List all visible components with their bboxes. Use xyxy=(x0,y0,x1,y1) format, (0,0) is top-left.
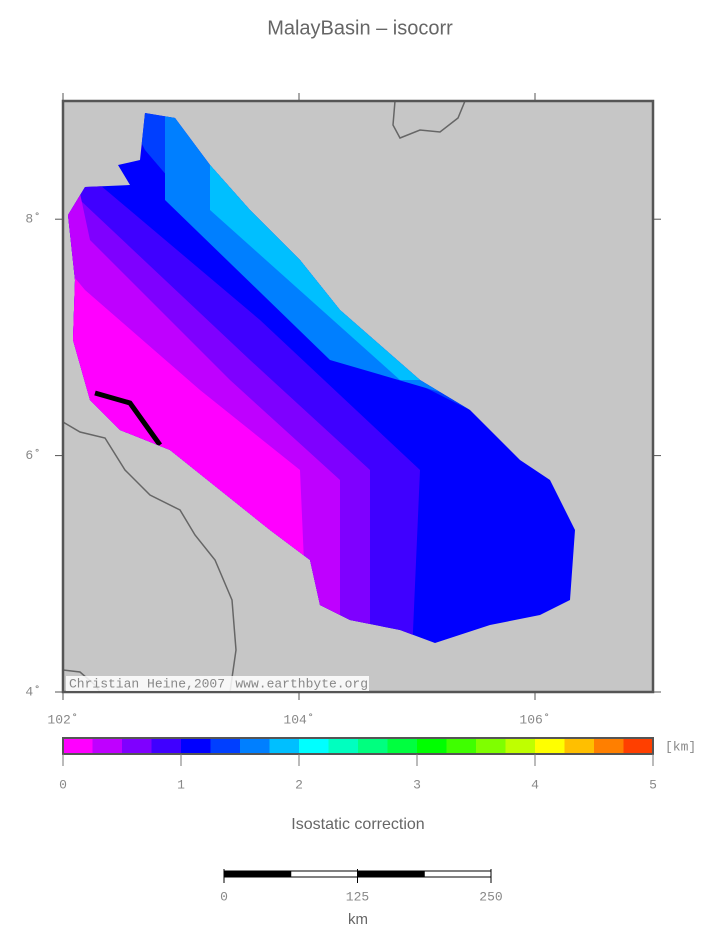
title: MalayBasin – isocorr xyxy=(267,17,453,39)
colorbar-swatch xyxy=(594,738,624,754)
colorbar-swatch xyxy=(417,738,447,754)
colorbar-tick-label: 4 xyxy=(531,777,539,792)
y-tick-label: 4˚ xyxy=(25,684,41,699)
scalebar-segment xyxy=(223,870,292,878)
y-tick-label: 8˚ xyxy=(25,212,41,227)
colorbar-swatch xyxy=(505,738,536,754)
colorbar-swatch xyxy=(92,738,123,754)
colorbar-swatch xyxy=(535,738,565,754)
colorbar-swatch xyxy=(240,738,270,754)
credit-author: Christian Heine,2007 xyxy=(69,676,225,691)
colorbar-swatch xyxy=(564,738,595,754)
colorbar-tick-label: 1 xyxy=(177,777,185,792)
colorbar-swatch xyxy=(122,738,152,754)
credit-url: www.earthbyte.org xyxy=(235,676,368,691)
colorbar-swatch xyxy=(151,738,182,754)
x-tick-label: 102˚ xyxy=(47,712,78,727)
scalebar-segment xyxy=(357,870,425,878)
colorbar-swatch xyxy=(387,738,418,754)
map-frame xyxy=(61,99,655,694)
colorbar-swatch xyxy=(358,738,388,754)
colorbar-swatch xyxy=(623,738,654,754)
scalebar-tick-label: 125 xyxy=(346,889,369,904)
scalebar-tick-label: 0 xyxy=(220,889,228,904)
x-tick-label: 106˚ xyxy=(519,712,550,727)
scalebar-segment xyxy=(423,870,492,878)
x-tick-label: 104˚ xyxy=(283,712,314,727)
colorbar-swatch xyxy=(63,738,93,754)
colorbar-swatch xyxy=(446,738,477,754)
colorbar-swatch xyxy=(476,738,506,754)
colorbar-tick-label: 2 xyxy=(295,777,303,792)
credit-box xyxy=(66,676,369,691)
scalebar-tick-label: 250 xyxy=(479,889,502,904)
colorbar-frame xyxy=(62,737,654,755)
colorbar-label: Isostatic correction xyxy=(291,816,424,833)
colorbar-swatch xyxy=(181,738,211,754)
colorbar-unit: [km] xyxy=(665,739,696,754)
colorbar-tick-label: 3 xyxy=(413,777,421,792)
scalebar-unit: km xyxy=(348,911,368,928)
colorbar-tick-label: 0 xyxy=(59,777,67,792)
colorbar-swatch xyxy=(210,738,241,754)
colorbar-tick-label: 5 xyxy=(649,777,657,792)
scalebar-segment xyxy=(290,870,358,878)
colorbar-swatch xyxy=(269,738,300,754)
y-tick-label: 6˚ xyxy=(25,448,41,463)
colorbar-swatch xyxy=(299,738,329,754)
colorbar-swatch xyxy=(328,738,359,754)
